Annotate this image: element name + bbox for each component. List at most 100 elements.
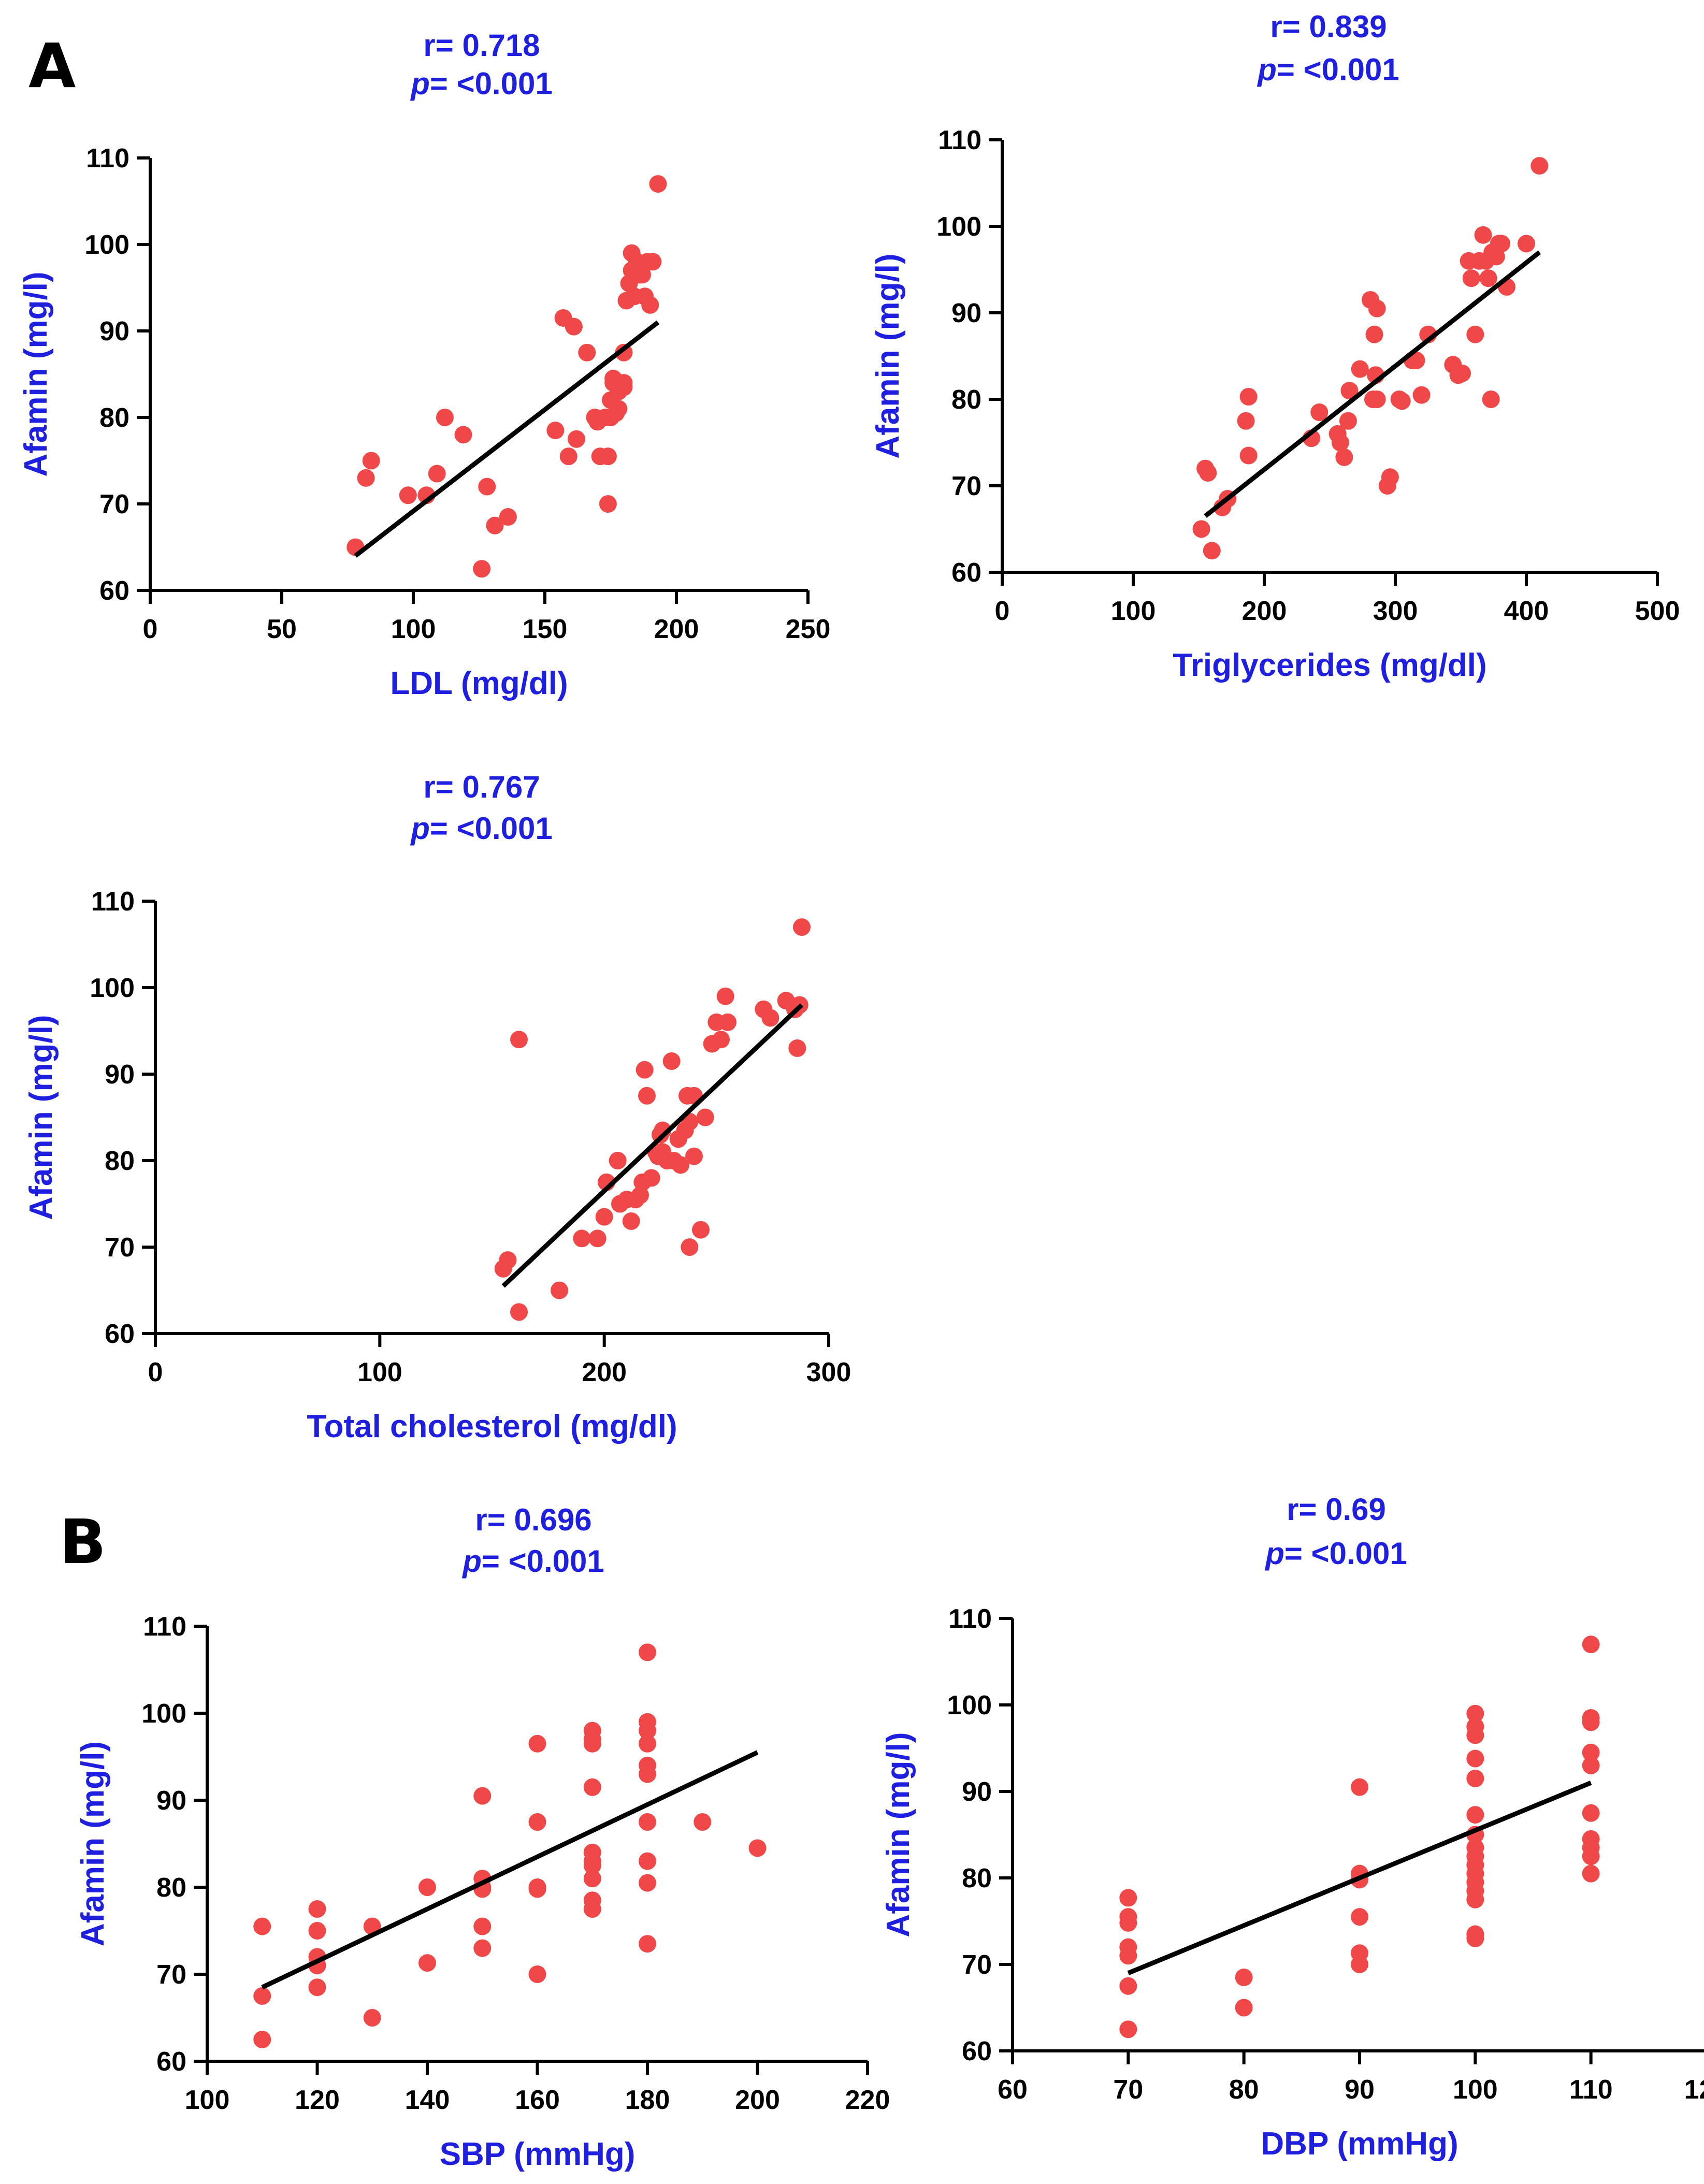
x-tick-label: 100 [1111, 596, 1156, 626]
x-tick-label: 100 [1453, 2075, 1498, 2105]
data-point [528, 1880, 546, 1898]
data-point [1351, 1778, 1368, 1796]
x-tick-label: 60 [998, 2075, 1028, 2105]
data-point [573, 1230, 591, 1248]
data-point [639, 1734, 656, 1753]
y-tick-label: 90 [156, 1786, 186, 1816]
data-point [1582, 1713, 1600, 1731]
data-point [583, 1734, 601, 1753]
data-point [1462, 269, 1480, 287]
data-point [473, 1787, 492, 1805]
y-tick-label: 100 [84, 230, 129, 260]
data-point [639, 1643, 656, 1661]
data-point [1239, 446, 1258, 465]
data-point [638, 1087, 656, 1105]
data-point [1466, 1726, 1484, 1744]
data-point [567, 430, 585, 448]
y-tick-label: 70 [951, 471, 981, 501]
data-point [454, 426, 472, 444]
data-point [362, 452, 380, 470]
data-point [428, 465, 446, 483]
data-point [418, 1954, 436, 1972]
data-point [583, 1870, 601, 1888]
data-point [1235, 1969, 1253, 1987]
data-point [478, 478, 496, 496]
x-tick-label: 70 [1113, 2075, 1143, 2105]
p-value-label: p= <0.001 [1264, 1536, 1407, 1571]
data-point [308, 1922, 326, 1940]
data-point [1237, 412, 1255, 430]
y-tick-label: 70 [156, 1960, 186, 1990]
x-tick-label: 200 [735, 2085, 780, 2115]
data-point [357, 469, 375, 487]
data-point [1310, 403, 1328, 422]
data-point [486, 516, 504, 534]
data-point [399, 486, 417, 504]
data-point [1407, 351, 1425, 369]
data-point [610, 400, 628, 418]
chart-dbp: r= 0.69p= <0.001607080901001101206070809… [880, 1492, 1704, 2162]
y-tick-label: 70 [105, 1233, 135, 1263]
data-point [599, 447, 617, 466]
y-axis-title: Afamin (mg/l) [18, 271, 54, 476]
data-point [473, 1939, 492, 1957]
x-tick-label: 90 [1345, 2075, 1375, 2105]
data-point [641, 296, 659, 314]
data-point [308, 1900, 326, 1918]
data-point [253, 2031, 271, 2048]
data-point [639, 1874, 656, 1892]
p-symbol: p [1264, 1536, 1284, 1571]
data-point [473, 1917, 492, 1935]
data-point [473, 560, 491, 578]
data-point [436, 409, 454, 426]
data-point [761, 1009, 779, 1027]
y-tick-label: 100 [141, 1699, 186, 1729]
data-point [510, 1303, 528, 1321]
p-value: = <0.001 [430, 66, 553, 101]
p-value-label: p= <0.001 [410, 811, 553, 846]
data-point [1203, 542, 1221, 560]
x-tick-label: 0 [148, 1357, 163, 1387]
data-point [1518, 235, 1535, 253]
data-point [1466, 1929, 1484, 1947]
data-point [694, 1813, 712, 1831]
x-tick-label: 300 [806, 1357, 851, 1387]
regression-line [501, 1003, 804, 1288]
data-point [546, 422, 565, 440]
y-tick-label: 80 [105, 1146, 135, 1176]
data-point [1479, 269, 1497, 287]
data-point [685, 1147, 703, 1165]
y-axis-title: Afamin (mg/l) [880, 1732, 916, 1937]
y-tick-label: 60 [105, 1319, 135, 1349]
data-point [719, 1013, 737, 1031]
chart-triglycerides: r= 0.839 p= <0.001 0 100 200 300 400 500 60 70 80 9… [870, 9, 1680, 683]
data-point [510, 1031, 528, 1049]
data-point [1530, 157, 1549, 175]
y-tick-label: 110 [948, 1604, 992, 1634]
data-point [631, 1186, 649, 1204]
y-tick-label: 70 [99, 489, 129, 519]
y-tick-label: 110 [938, 125, 981, 155]
data-point [1393, 392, 1411, 410]
x-tick-label: 110 [1569, 2075, 1613, 2105]
p-value: = <0.001 [1284, 1536, 1407, 1571]
data-point [559, 447, 577, 466]
x-tick-label: 250 [786, 614, 831, 644]
r-value-label: r= 0.767 [423, 770, 540, 804]
data-point [1119, 1977, 1137, 1995]
data-point [654, 1143, 672, 1161]
chart-sbp: r= 0.696 p= <0.001 100 120 140 160 180 200 220 60… [75, 1502, 890, 2172]
x-tick-label: 0 [143, 614, 158, 644]
data-point [1466, 1704, 1484, 1723]
r-value-label: r= 0.69 [1287, 1492, 1386, 1527]
data-point [528, 1734, 546, 1753]
p-value: = <0.001 [430, 811, 553, 846]
x-axis-title: SBP (mmHg) [440, 2136, 636, 2172]
data-point [418, 1878, 436, 1896]
data-point [595, 1208, 613, 1226]
x-tick-label: 120 [1684, 2075, 1704, 2105]
x-tick-label: 80 [1229, 2075, 1259, 2105]
data-point [578, 343, 596, 361]
data-point [639, 1722, 656, 1740]
data-point [609, 1152, 627, 1169]
